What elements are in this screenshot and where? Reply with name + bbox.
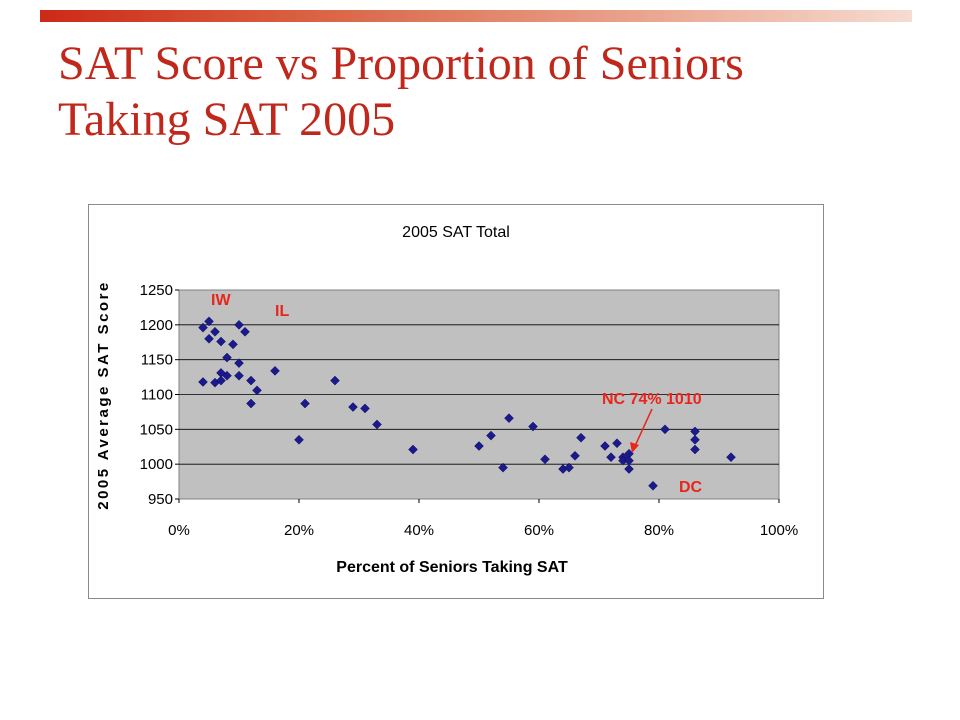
x-tick-label: 80% bbox=[644, 522, 674, 539]
data-point bbox=[246, 398, 256, 409]
data-point bbox=[690, 444, 700, 455]
data-point bbox=[198, 322, 208, 333]
x-axis-ticks: 0% 20% 40% 60% 80% 100% bbox=[168, 499, 798, 539]
data-point bbox=[204, 316, 214, 327]
data-point bbox=[222, 370, 232, 381]
data-point bbox=[234, 370, 244, 381]
data-point bbox=[624, 464, 634, 474]
data-point bbox=[294, 434, 304, 445]
data-point bbox=[690, 434, 700, 445]
data-point bbox=[528, 421, 538, 432]
data-point bbox=[600, 441, 610, 451]
x-axis-label: Percent of Seniors Taking SAT bbox=[336, 559, 568, 576]
data-point bbox=[330, 375, 340, 386]
annotation-iw: IW bbox=[211, 292, 231, 309]
data-point bbox=[540, 454, 550, 465]
data-point bbox=[228, 339, 238, 350]
data-point bbox=[246, 375, 256, 386]
data-point bbox=[606, 452, 616, 463]
data-point bbox=[204, 333, 214, 344]
y-tick-label: 950 bbox=[148, 491, 173, 508]
data-point bbox=[300, 398, 310, 409]
data-point bbox=[198, 377, 208, 387]
data-point bbox=[360, 403, 370, 414]
slide-title-line-1: SAT Score vs Proportion of Seniors bbox=[58, 37, 744, 90]
nc-arrow bbox=[630, 408, 653, 453]
y-tick-label: 1000 bbox=[140, 456, 173, 473]
x-tick-label: 40% bbox=[404, 522, 434, 539]
chart-title: 2005 SAT Total bbox=[402, 224, 510, 241]
data-point bbox=[612, 438, 622, 449]
x-tick-label: 20% bbox=[284, 522, 314, 539]
data-point bbox=[576, 432, 586, 443]
annotation-dc: DC bbox=[679, 479, 703, 496]
data-point bbox=[408, 444, 418, 455]
data-point bbox=[216, 375, 226, 386]
data-point bbox=[270, 365, 280, 376]
data-point bbox=[210, 326, 220, 337]
x-tick-label: 60% bbox=[524, 522, 554, 539]
y-tick-label: 1250 bbox=[140, 282, 173, 299]
annotation-nc: NC 74% 1010 bbox=[602, 391, 702, 408]
data-point bbox=[726, 452, 736, 463]
data-point bbox=[474, 441, 484, 451]
chart-frame: 2005 SAT Total 950 1000 1050 1100 1150 1200 12… bbox=[88, 204, 824, 599]
y-tick-label: 1200 bbox=[140, 317, 173, 334]
data-point bbox=[570, 450, 580, 461]
data-point bbox=[348, 402, 358, 412]
data-point bbox=[234, 319, 244, 330]
data-point bbox=[240, 326, 250, 337]
annotation-il: IL bbox=[275, 303, 289, 320]
y-tick-label: 1050 bbox=[140, 421, 173, 438]
grid-lines bbox=[179, 324, 779, 465]
slide-title: SAT Score vs Proportion of Seniors Takin… bbox=[58, 36, 938, 148]
x-tick-label: 100% bbox=[760, 522, 798, 539]
data-point bbox=[498, 462, 508, 473]
data-points bbox=[198, 316, 736, 491]
scatter-chart: 2005 SAT Total 950 1000 1050 1100 1150 1200 12… bbox=[95, 224, 798, 576]
data-point bbox=[216, 336, 226, 347]
data-point bbox=[660, 424, 670, 435]
data-point bbox=[504, 413, 514, 424]
data-point bbox=[222, 352, 232, 363]
title-accent-bar bbox=[40, 10, 912, 22]
y-axis-label: 2005 Average SAT Score bbox=[95, 280, 112, 510]
data-point bbox=[564, 462, 574, 473]
data-point bbox=[252, 385, 262, 396]
data-point bbox=[648, 480, 658, 491]
x-tick-label: 0% bbox=[168, 522, 190, 539]
y-tick-label: 1100 bbox=[141, 387, 173, 404]
data-point bbox=[486, 430, 496, 441]
y-axis-ticks: 950 1000 1050 1100 1150 1200 1250 bbox=[140, 282, 179, 508]
slide-title-line-2: Taking SAT 2005 bbox=[58, 93, 396, 146]
y-tick-label: 1150 bbox=[141, 352, 173, 369]
data-point bbox=[234, 358, 244, 369]
data-point bbox=[372, 419, 382, 430]
